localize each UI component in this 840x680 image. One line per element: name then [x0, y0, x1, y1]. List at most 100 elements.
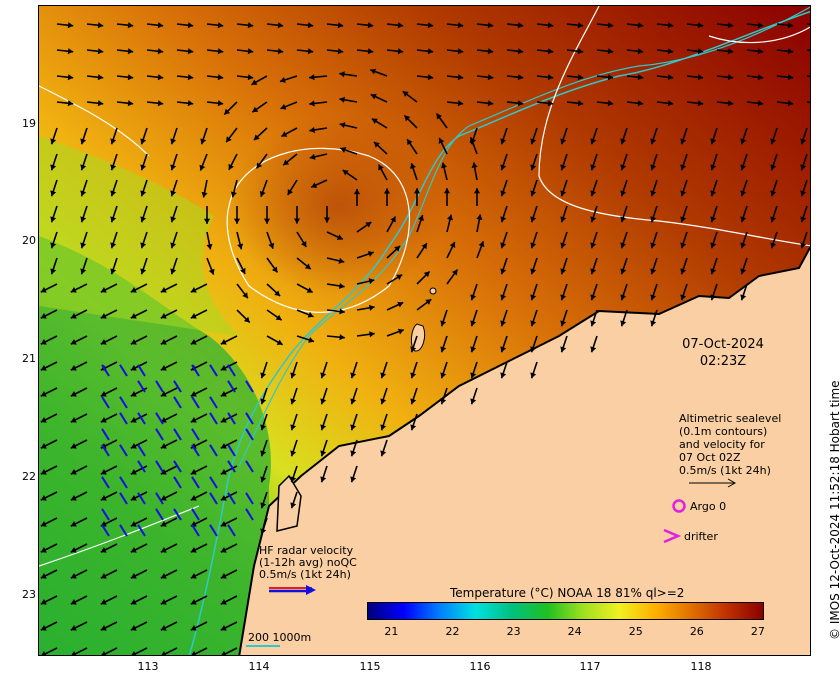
velocity-arrow-head	[637, 48, 644, 55]
velocity-arrow-head	[770, 164, 777, 171]
velocity-arrow-head	[577, 100, 584, 107]
velocity-arrow-head	[160, 521, 167, 527]
velocity-arrow-head	[67, 48, 74, 55]
hf-radar-arrow	[191, 476, 200, 489]
x-tick-116: 116	[469, 660, 491, 673]
velocity-arrow-head	[290, 476, 297, 483]
velocity-arrow-head	[50, 190, 57, 197]
velocity-arrow-head	[228, 163, 234, 170]
velocity-arrow-head	[440, 320, 447, 327]
velocity-arrow-head	[500, 242, 507, 249]
velocity-arrow-head	[247, 74, 254, 81]
velocity-arrow-head	[457, 74, 464, 81]
velocity-arrow-head	[100, 313, 107, 319]
colorbar-tick: 27	[750, 625, 765, 638]
x-tick-118: 118	[690, 660, 712, 673]
velocity-arrow-head	[367, 48, 374, 55]
velocity-arrow-head	[130, 599, 137, 605]
velocity-arrow-head	[110, 164, 117, 171]
velocity-arrow-head	[130, 547, 137, 553]
velocity-arrow-head	[339, 71, 345, 78]
hf-radar-arrow	[191, 428, 200, 441]
cool-water-region	[39, 236, 271, 655]
hf-radar-arrow	[155, 460, 164, 473]
velocity-arrow-head	[440, 398, 447, 405]
hf-radar-arrow	[155, 492, 164, 505]
velocity-arrow-head	[100, 339, 107, 345]
velocity-arrow-head	[697, 74, 704, 81]
velocity-arrow-head	[500, 268, 507, 275]
velocity-arrow-head	[370, 93, 377, 100]
velocity-arrow-head	[710, 268, 717, 275]
colorbar-tick: 22	[445, 625, 460, 638]
velocity-arrow-head	[287, 189, 294, 196]
timestamp-time: 02:23Z	[699, 354, 747, 369]
velocity-arrow-head	[478, 241, 485, 248]
hf-radar-arrow	[137, 364, 146, 377]
velocity-arrow-head	[80, 268, 87, 275]
velocity-arrow-head	[97, 22, 104, 29]
velocity-arrow-head	[427, 74, 434, 81]
velocity-arrow-head	[161, 651, 166, 655]
velocity-arrow-head	[170, 190, 177, 197]
velocity-arrow-head	[220, 417, 227, 423]
velocity-arrow-head	[365, 222, 372, 228]
velocity-arrow-head	[530, 320, 537, 327]
velocity-arrow-head	[727, 74, 734, 81]
map-canvas	[39, 6, 810, 655]
velocity-arrow	[806, 101, 810, 104]
velocity-arrow-head	[650, 216, 657, 223]
hf-legend-line: HF radar velocity	[259, 544, 354, 557]
velocity-arrow-head	[367, 250, 374, 257]
velocity-arrow-head	[339, 308, 345, 315]
velocity-arrow-head	[396, 274, 403, 280]
velocity-arrow-head	[80, 164, 87, 171]
velocity-arrow-head	[50, 216, 57, 223]
velocity-arrow-head	[199, 164, 206, 171]
y-tick-21: 21	[22, 352, 36, 365]
hf-radar-arrow	[119, 364, 128, 377]
velocity-arrow-head	[200, 138, 207, 145]
hf-radar-arrow	[173, 460, 182, 473]
hf-legend-line: 0.5m/s (1kt 24h)	[259, 568, 351, 581]
velocity-arrow-head	[271, 266, 278, 273]
velocity-arrow-head	[40, 547, 47, 553]
velocity-arrow-head	[560, 164, 567, 171]
hf-radar-arrow	[191, 396, 200, 409]
velocity-arrow-head	[100, 547, 107, 553]
velocity-arrow-head	[342, 170, 349, 176]
velocity-arrow-head	[547, 100, 554, 107]
velocity-arrow-head	[100, 469, 107, 475]
velocity-arrow-head	[407, 139, 413, 146]
sst-map[interactable]	[38, 5, 811, 656]
hf-radar-arrow	[173, 428, 182, 441]
hf-radar-arrow	[137, 380, 146, 393]
velocity-arrow-head	[390, 216, 396, 223]
velocity-arrow-head	[620, 294, 627, 301]
velocity-arrow-head	[338, 257, 345, 264]
velocity-arrow-head	[70, 495, 77, 501]
velocity-arrow-head	[680, 268, 687, 275]
velocity-arrow-head	[220, 443, 227, 449]
velocity-arrow-head	[127, 48, 134, 55]
velocity-arrow-head	[260, 372, 267, 379]
velocity-arrow-head	[190, 287, 197, 293]
velocity-arrow-head	[140, 164, 147, 171]
velocity-arrow-head	[423, 271, 430, 278]
velocity-arrow-head	[187, 22, 194, 29]
velocity-arrow-head	[201, 191, 208, 198]
sealevel-contour-eddy	[226, 147, 411, 313]
velocity-arrow-head	[449, 241, 456, 248]
velocity-arrow-head	[410, 372, 417, 379]
hf-radar-arrow	[119, 444, 128, 457]
velocity-arrow-head	[224, 108, 231, 115]
velocity-arrow-head	[339, 96, 346, 103]
velocity-arrow-head	[190, 391, 197, 397]
hf-radar-arrow	[173, 396, 182, 409]
velocity-arrow-head	[787, 48, 794, 55]
hf-radar-arrow	[191, 508, 200, 521]
velocity-arrow-head	[740, 164, 747, 171]
velocity-arrow-head	[373, 141, 380, 148]
velocity-arrow-head	[307, 22, 314, 29]
altimetry-legend-line: Altimetric sealevel	[679, 412, 782, 425]
